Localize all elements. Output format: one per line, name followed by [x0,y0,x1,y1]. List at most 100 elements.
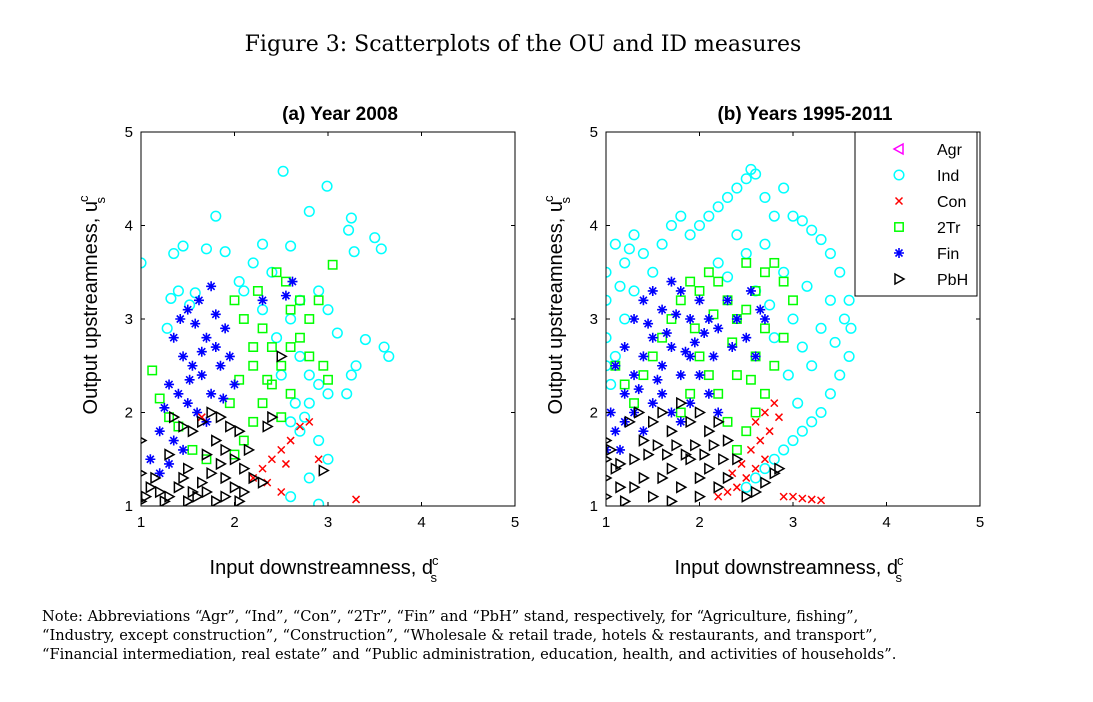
data-point-fin [175,314,186,324]
panel-title: (b) Years 1995-2011 [717,104,892,125]
data-point-fin [633,384,644,395]
data-point-con [737,459,746,468]
series-con [714,399,826,505]
data-point-fin [178,444,189,455]
data-point-ind [275,369,287,381]
data-point-ind [796,425,808,437]
data-point-pbh [159,495,171,506]
data-point-pbh [708,438,721,452]
data-point-ind [637,248,649,260]
data-point-fin [210,309,221,320]
data-point-ind [665,219,678,232]
legend-marker-agr [892,142,904,156]
series-ind [606,163,857,493]
series-2tr [147,259,338,465]
data-point-pbh [662,448,674,461]
data-point-ind [815,406,827,419]
data-point-ind [656,238,668,250]
data-point-ind [824,248,836,260]
data-point-pbh [676,396,688,410]
y-tick-label: 3 [125,311,133,328]
data-point-ind [247,257,259,269]
data-point-2tr [745,374,756,385]
data-point-pbh [173,481,185,494]
data-point-fin [727,342,738,353]
data-point-con [817,496,826,505]
x-axis-label: Input downstreamness, dc s [210,553,439,585]
data-point-pbh [234,495,246,506]
data-point-con [281,459,290,468]
data-point-2tr [285,304,296,315]
x-tick-label: 3 [789,514,797,531]
data-point-2tr [257,323,268,334]
y-tick-label: 4 [590,218,598,235]
data-point-con [770,399,779,408]
data-point-pbh [657,471,669,485]
data-point-pbh [145,481,157,494]
data-point-ind [722,271,734,283]
data-point-2tr [689,323,700,334]
series-fin [145,276,298,479]
data-point-fin [675,416,686,427]
data-point-2tr [741,304,752,315]
data-point-fin [680,346,691,357]
data-point-ind [369,232,381,244]
data-point-ind [257,304,269,316]
data-point-pbh [629,452,641,466]
x-tick-label: 5 [976,514,984,531]
y-tick-label: 1 [125,498,133,515]
data-point-fin [713,407,724,418]
data-point-pbh [187,424,199,438]
data-point-2tr [276,360,287,371]
data-point-pbh [239,462,251,475]
data-point-pbh [666,424,678,438]
data-point-ind [210,210,222,222]
data-point-fin [629,370,640,381]
data-point-pbh [657,406,669,419]
data-point-fin [629,314,640,324]
data-point-pbh [638,471,650,485]
legend-marker-fin [894,248,904,258]
data-point-pbh [624,415,636,429]
legend-label-2tr: 2Tr [937,220,961,237]
data-point-ind [787,313,799,325]
x-tick-label: 4 [882,514,890,531]
data-point-ind [750,472,762,484]
x-tick-label: 1 [602,514,610,531]
x-axis-label: Input downstreamness, dc s [675,553,904,585]
data-point-ind [165,292,177,304]
data-point-fin [657,304,668,315]
data-point-con [277,487,286,497]
data-point-pbh [606,443,618,457]
data-point-ind [238,285,250,297]
data-point-pbh [638,434,650,447]
data-point-ind [200,243,212,255]
data-point-ind [778,266,790,278]
data-point-ind [321,180,333,192]
data-point-ind [768,210,780,222]
data-point-2tr [304,351,315,362]
data-point-ind [285,491,297,503]
data-point-pbh [648,415,660,429]
data-point-fin [703,314,714,324]
data-point-ind [759,463,771,475]
series-con [197,413,361,504]
data-point-fin [229,379,240,390]
data-point-pbh [211,434,223,447]
data-point-ind [712,257,724,269]
data-point-pbh [201,448,213,461]
figure-note: Note: Abbreviations “Agr”, “Ind”, “Con”,… [42,607,1052,664]
legend-marker-ind [893,169,905,181]
data-point-con [267,455,276,464]
data-point-ind [703,210,715,222]
data-point-pbh [206,467,218,480]
data-point-ind [647,266,659,278]
data-point-ind [740,173,752,185]
data-point-ind [303,205,315,218]
data-point-con [728,469,737,478]
data-point-ind [348,246,360,258]
data-point-pbh [760,476,772,489]
data-point-2tr [262,374,273,385]
data-point-pbh [648,490,660,503]
